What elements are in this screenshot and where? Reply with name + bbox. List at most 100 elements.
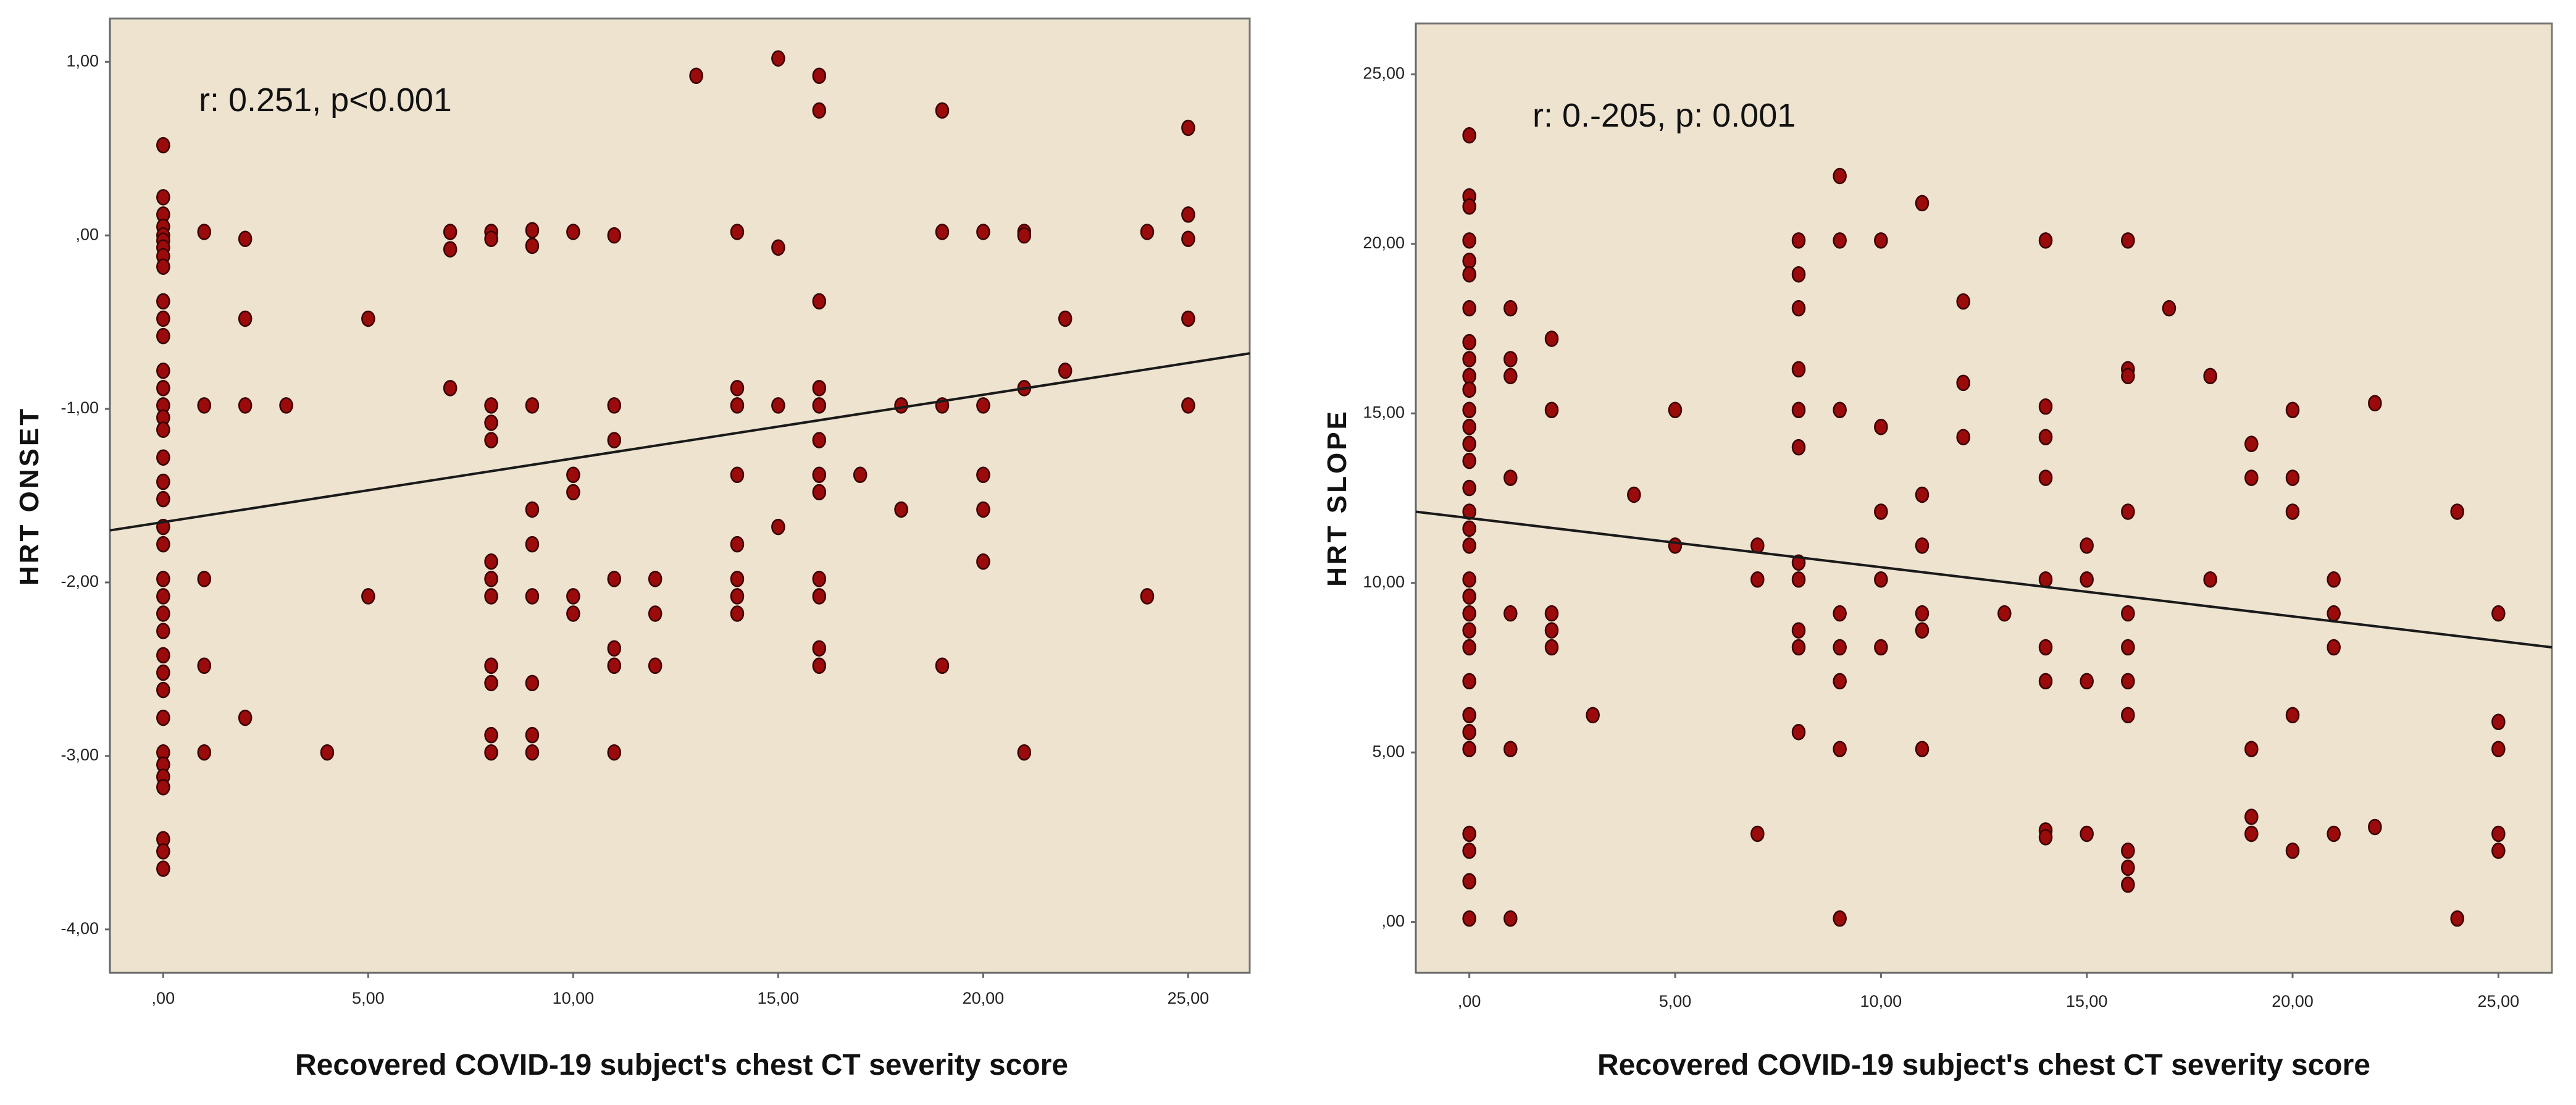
data-point xyxy=(1462,253,1476,269)
data-point xyxy=(1833,401,1847,419)
data-point xyxy=(484,674,498,692)
y-tick-label: 15,00 xyxy=(1363,403,1405,421)
data-point xyxy=(1181,310,1195,327)
data-point xyxy=(607,397,622,414)
data-point xyxy=(2121,673,2135,690)
data-point xyxy=(1915,486,1930,503)
data-point xyxy=(2244,825,2259,842)
x-tick-label: 20,00 xyxy=(2272,992,2314,1010)
data-point xyxy=(1956,374,1970,392)
data-point xyxy=(1791,232,1806,249)
data-point xyxy=(156,623,170,639)
y-tick-label: ,00 xyxy=(1381,912,1405,930)
y-tick-label: -4,00 xyxy=(61,919,99,938)
data-point xyxy=(279,397,293,414)
data-point xyxy=(1462,707,1476,724)
data-point xyxy=(1462,334,1476,351)
data-point xyxy=(1544,330,1559,347)
data-point xyxy=(2244,435,2259,452)
data-point xyxy=(1462,127,1476,144)
data-point xyxy=(1627,486,1641,503)
data-point xyxy=(1462,537,1476,554)
x-axis-title: Recovered COVID-19 subject's chest CT se… xyxy=(295,1049,1068,1082)
data-point xyxy=(2203,571,2217,588)
data-point xyxy=(812,640,827,657)
data-point xyxy=(566,588,580,605)
data-point xyxy=(812,657,827,674)
data-point xyxy=(1503,469,1518,486)
data-point xyxy=(1462,452,1476,469)
data-point xyxy=(2327,605,2341,622)
data-point xyxy=(2368,818,2382,836)
data-point xyxy=(812,293,827,310)
data-point xyxy=(1791,300,1806,317)
data-point xyxy=(1462,622,1476,639)
data-point xyxy=(812,380,827,397)
data-point xyxy=(1544,605,1559,622)
data-point xyxy=(2244,469,2259,486)
data-point xyxy=(1462,873,1476,890)
y-tick-label: ,00 xyxy=(75,225,99,243)
data-point xyxy=(812,466,827,484)
data-point xyxy=(607,657,622,674)
data-point xyxy=(976,553,990,570)
data-point xyxy=(2080,571,2094,588)
data-point xyxy=(2080,673,2094,690)
data-point xyxy=(566,224,580,240)
data-point xyxy=(156,843,170,860)
data-point xyxy=(525,397,540,414)
data-point xyxy=(525,237,540,254)
data-point xyxy=(1503,741,1518,757)
data-point xyxy=(607,571,622,587)
data-point xyxy=(976,466,990,484)
data-point xyxy=(566,466,580,484)
data-point xyxy=(2327,571,2341,588)
data-point xyxy=(1833,605,1847,622)
data-point xyxy=(1462,741,1476,757)
data-point xyxy=(361,310,375,327)
data-point xyxy=(607,640,622,657)
data-point xyxy=(1833,910,1847,927)
data-point xyxy=(1915,622,1930,639)
data-point xyxy=(156,473,170,490)
x-tick-label: 15,00 xyxy=(2066,992,2108,1010)
data-point xyxy=(2203,368,2217,385)
data-point xyxy=(156,664,170,681)
data-point xyxy=(156,605,170,622)
data-point xyxy=(812,397,827,414)
data-point xyxy=(1462,571,1476,588)
data-point xyxy=(1791,639,1806,656)
plot-area xyxy=(109,17,1251,974)
data-point xyxy=(1462,368,1476,385)
data-point xyxy=(607,432,622,448)
data-point xyxy=(2121,876,2135,893)
data-point xyxy=(730,380,745,397)
data-point xyxy=(525,588,540,605)
data-point xyxy=(1915,741,1930,757)
data-point xyxy=(2491,605,2506,622)
data-point xyxy=(1544,639,1559,656)
data-point xyxy=(156,779,170,796)
data-point xyxy=(1791,361,1806,378)
data-point xyxy=(1058,310,1073,327)
data-point xyxy=(2080,825,2094,842)
data-point xyxy=(935,657,950,674)
data-point xyxy=(156,536,170,553)
data-point xyxy=(1833,167,1847,185)
data-point xyxy=(2162,300,2177,317)
data-point xyxy=(156,681,170,699)
axis-ticks xyxy=(1411,73,2499,978)
x-tick-label: 10,00 xyxy=(553,989,595,1007)
data-point xyxy=(484,230,498,248)
data-point xyxy=(2038,469,2053,486)
data-point xyxy=(2491,741,2506,757)
regression-line xyxy=(109,352,1250,532)
data-point xyxy=(1503,351,1518,368)
data-point xyxy=(361,588,375,605)
data-point xyxy=(484,414,498,431)
data-point xyxy=(1181,397,1195,414)
data-point xyxy=(1503,368,1518,385)
data-point xyxy=(156,709,170,726)
data-point xyxy=(2080,537,2094,554)
data-point xyxy=(1462,520,1476,537)
